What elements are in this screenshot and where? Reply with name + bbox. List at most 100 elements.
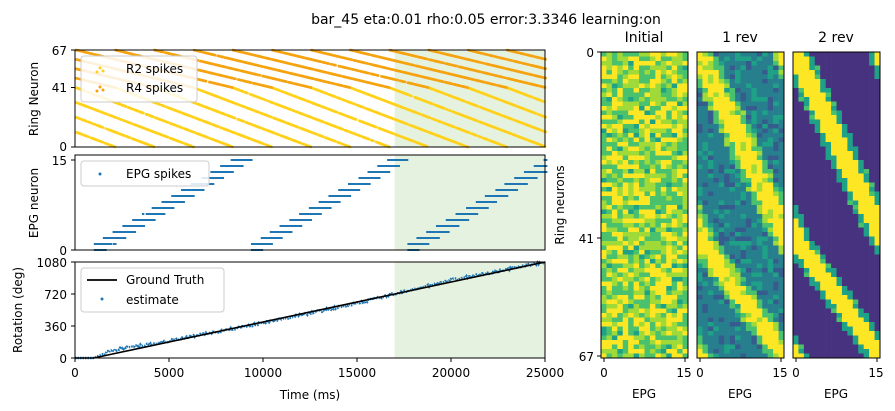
r2-spike <box>530 95 534 99</box>
r2-spike <box>123 134 126 137</box>
r2-spike <box>262 98 265 101</box>
r2-spike <box>535 112 538 115</box>
r2-spike <box>290 108 293 112</box>
r2-spike <box>350 101 354 105</box>
r2-spike <box>225 113 228 117</box>
r2-spike <box>485 108 488 111</box>
r2-spike <box>544 130 547 134</box>
r2-spike <box>106 142 109 146</box>
r4-spike <box>442 61 445 65</box>
r2-spike <box>410 94 413 98</box>
r2-spike <box>391 132 395 135</box>
r2-spike <box>299 141 302 145</box>
r2-spike <box>107 128 110 131</box>
r2-spike <box>339 97 342 101</box>
r2-spike <box>339 142 342 145</box>
r2-spike <box>538 128 541 132</box>
r4-spike <box>455 64 458 68</box>
r2-spike <box>298 126 301 129</box>
r2-spike <box>428 116 431 119</box>
r2-spike <box>446 108 449 111</box>
r2-spike <box>257 111 260 114</box>
r4-spike <box>258 74 261 77</box>
r2-spike <box>238 103 241 107</box>
r4-spike <box>404 80 407 84</box>
r2-spike <box>142 111 145 115</box>
r2-spike <box>89 121 92 125</box>
r2-spike <box>343 113 346 117</box>
r2-spike <box>250 123 253 126</box>
r2-spike <box>435 118 438 122</box>
r2-spike <box>538 113 541 117</box>
r2-spike <box>117 117 120 120</box>
r2-spike <box>497 142 500 146</box>
r2-spike <box>85 134 88 138</box>
r2-spike <box>304 99 307 102</box>
r2-spike <box>431 102 434 106</box>
r4-spike <box>234 77 237 81</box>
r2-spike <box>193 131 196 134</box>
r2-spike <box>279 89 282 93</box>
r2-spike <box>156 102 159 105</box>
r2-spike <box>475 134 478 137</box>
r2-spike <box>502 144 506 148</box>
r2-spike <box>325 106 328 110</box>
r2-spike <box>462 144 466 147</box>
r2-spike <box>163 105 167 108</box>
r4-spike <box>131 53 135 56</box>
r2-spike <box>76 101 79 105</box>
r2-spike <box>477 135 480 138</box>
r2-spike <box>116 131 119 135</box>
r2-spike <box>181 126 184 130</box>
r2-spike <box>372 139 375 143</box>
r2-spike <box>209 107 212 111</box>
r2-spike <box>132 108 135 111</box>
r2-spike <box>325 92 328 95</box>
r2-spike <box>260 126 263 130</box>
r2-spike <box>408 123 411 127</box>
r2-spike <box>202 105 205 108</box>
r4-spike <box>133 53 137 56</box>
r2-spike <box>367 137 370 141</box>
r2-spike <box>242 120 246 123</box>
r2-spike <box>265 99 268 102</box>
r4-spike <box>339 74 342 78</box>
r2-spike <box>341 128 345 131</box>
r2-spike <box>272 101 275 105</box>
r2-spike <box>426 145 429 148</box>
r2-spike <box>216 139 219 143</box>
r4-spike <box>396 79 399 82</box>
r2-spike <box>499 143 503 146</box>
r2-spike <box>302 143 306 146</box>
r2-spike <box>167 136 170 139</box>
r2-spike <box>318 104 321 107</box>
r2-spike <box>334 140 337 143</box>
r2-spike <box>359 134 362 138</box>
r2-spike <box>196 87 199 91</box>
r4-spike <box>327 62 330 65</box>
r2-spike <box>131 122 135 126</box>
r2-spike <box>206 136 209 139</box>
r2-spike <box>267 100 270 103</box>
r2-spike <box>130 122 133 125</box>
r2-spike <box>167 121 170 124</box>
r2-spike <box>350 131 354 134</box>
r2-spike <box>353 102 356 106</box>
r2-spike <box>452 125 456 129</box>
r2-spike <box>540 144 544 147</box>
r4-spike <box>377 74 380 77</box>
r2-spike <box>252 109 255 112</box>
r2-spike <box>296 125 299 129</box>
r2-spike <box>443 107 446 110</box>
r2-spike <box>363 106 367 110</box>
r2-spike <box>542 100 546 103</box>
r2-spike <box>500 114 504 117</box>
r2-spike <box>87 135 90 139</box>
r2-spike <box>270 115 273 119</box>
r2-spike <box>217 95 220 99</box>
r4-spike <box>334 64 337 67</box>
r2-spike <box>476 105 479 108</box>
r4-spike <box>270 86 274 89</box>
r2-spike <box>479 135 483 139</box>
